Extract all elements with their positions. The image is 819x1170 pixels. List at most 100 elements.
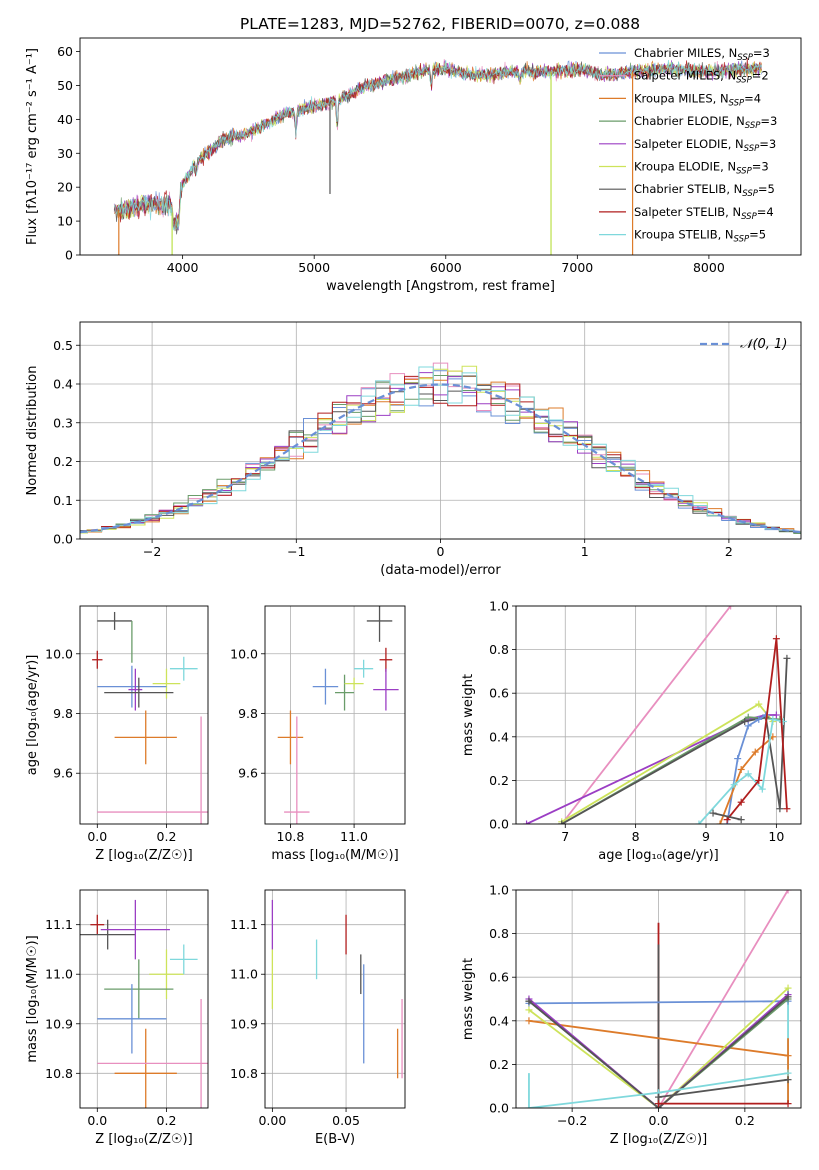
- weight-series-line: [658, 1078, 789, 1098]
- y-tick-label: 0.1: [53, 493, 73, 508]
- x-tick-label: 4000: [167, 260, 199, 275]
- errorbar-point: [80, 919, 136, 950]
- legend-label: Chabrier STELIB, NSSP=5: [634, 182, 775, 199]
- x-tick-label: 11.0: [340, 829, 368, 844]
- weight-marker: [741, 718, 749, 726]
- x-axis-label: (data-model)/error: [380, 563, 501, 578]
- x-tick-label: −2: [143, 544, 161, 559]
- y-tick-label: 9.8: [53, 706, 73, 721]
- x-axis-label: Z [log₁₀(Z/Z☉)]: [610, 1132, 707, 1147]
- weight-marker: [723, 816, 731, 824]
- weight-marker: [523, 820, 531, 824]
- axes-frame: [264, 605, 406, 825]
- axes-frame: [79, 37, 802, 256]
- y-tick-label: 0.8: [489, 642, 509, 657]
- weight-series-line: [657, 890, 789, 1108]
- weight-marker: [716, 820, 724, 824]
- weight-marker: [776, 805, 784, 813]
- y-tick-label: 10.9: [230, 1016, 258, 1031]
- weight-series-line: [712, 812, 742, 821]
- weight-marker: [525, 1104, 533, 1108]
- weight-marker: [784, 890, 792, 894]
- weight-marker: [730, 781, 738, 789]
- weight-marker: [525, 1006, 533, 1014]
- weight-marker: [784, 1069, 792, 1077]
- y-tick-label: 10.0: [45, 646, 73, 661]
- weight-marker: [784, 1100, 792, 1108]
- weight-lines: [523, 606, 791, 824]
- y-tick-label: 1.0: [489, 883, 509, 898]
- y-tick-label: 0.5: [53, 338, 73, 353]
- errorbar-point: [169, 944, 198, 975]
- errorbar-point: [97, 611, 132, 630]
- figure-title: PLATE=1283, MJD=52762, FIBERID=0070, z=0…: [240, 15, 640, 33]
- errorbars: [271, 899, 403, 1079]
- y-tick-label: 9.8: [238, 706, 258, 721]
- x-tick-label: 0.2: [735, 1113, 755, 1128]
- weight-series-line: [560, 606, 732, 824]
- histogram-series: [80, 375, 801, 534]
- weight-marker: [783, 654, 791, 662]
- y-tick-label: 0.6: [489, 686, 509, 701]
- weight-marker: [784, 993, 792, 1001]
- weight-marker: [525, 997, 533, 1005]
- errorbar-point: [335, 674, 355, 711]
- legend-label: Kroupa STELIB, NSSP=5: [634, 228, 766, 245]
- y-tick-label: 11.0: [230, 967, 258, 982]
- errorbar-point: [114, 710, 177, 765]
- weight-vs-Z-panel: −0.2 0.0 0.2 0.0 0.2 0.4 0.6 0.8 1.0 Z [log₁₀(Z/Z…: [461, 883, 802, 1147]
- y-tick-label: 40: [57, 112, 73, 127]
- legend-label: Kroupa ELODIE, NSSP=3: [634, 160, 769, 177]
- y-tick-label: 0.0: [489, 817, 509, 832]
- errorbar-point: [344, 677, 364, 690]
- y-tick-label: 0: [65, 248, 73, 263]
- weight-marker: [734, 755, 742, 763]
- axes-frame: [79, 321, 802, 540]
- legend-label: Kroupa MILES, NSSP=4: [634, 91, 761, 108]
- errorbar-point: [92, 650, 103, 669]
- weight-marker: [744, 713, 752, 721]
- x-tick-label: 0.2: [157, 829, 177, 844]
- x-tick-label: 8: [632, 829, 640, 844]
- spectrum-series-line: [113, 59, 762, 231]
- x-tick-label: 6000: [430, 260, 462, 275]
- errorbar-point: [100, 899, 170, 960]
- x-axis-label: Z [log₁₀(Z/Z☉)]: [95, 1132, 192, 1147]
- y-axis-label: mass weight: [461, 674, 476, 756]
- axes-frame: [515, 889, 802, 1109]
- errorbars: [92, 611, 208, 824]
- weight-marker: [727, 606, 735, 610]
- errorbar-point: [379, 647, 393, 672]
- x-axis-label: age [log₁₀(age/yr)]: [598, 848, 719, 863]
- errorbar-point: [284, 716, 310, 824]
- x-tick-label: 0.2: [157, 1113, 177, 1128]
- y-axis-label: mass weight: [461, 958, 476, 1040]
- y-axis-label: mass [log₁₀(M/M☉)]: [25, 935, 40, 1062]
- x-tick-label: −1: [287, 544, 305, 559]
- age-vs-mass-panel: 10.8 11.0 9.6 9.8 10.0 mass [log₁₀(M/M☉)]: [230, 605, 406, 863]
- legend-label: Salpeter ELODIE, NSSP=3: [634, 137, 776, 154]
- weight-marker: [744, 722, 752, 730]
- errorbar-point: [97, 665, 167, 708]
- residuals-panel: −2 −1 0 1 2 0.0 0.1 0.2 0.3 0.4 0.5 (data-model)/er…: [25, 321, 802, 578]
- y-tick-label: 0.4: [489, 1013, 509, 1028]
- y-tick-label: 0.0: [489, 1101, 509, 1116]
- y-tick-label: 9.6: [53, 766, 73, 781]
- weight-marker: [695, 820, 703, 824]
- x-axis-label: E(B-V): [315, 1132, 355, 1147]
- errorbar-point: [97, 716, 208, 824]
- weight-series-line: [528, 1019, 789, 1057]
- errorbar-point: [312, 668, 339, 705]
- y-tick-label: 0.4: [53, 377, 73, 392]
- errorbar-point: [104, 959, 174, 1019]
- axes-frame: [79, 889, 209, 1109]
- x-axis-label: Z [log₁₀(Z/Z☉)]: [95, 848, 192, 863]
- weight-marker: [709, 809, 717, 817]
- y-tick-label: 10.9: [45, 1016, 73, 1031]
- x-tick-label: 0: [437, 544, 445, 559]
- weight-marker: [784, 1052, 792, 1060]
- errorbar-point: [373, 668, 399, 711]
- weight-marker: [755, 715, 763, 723]
- y-tick-label: 0.3: [53, 415, 73, 430]
